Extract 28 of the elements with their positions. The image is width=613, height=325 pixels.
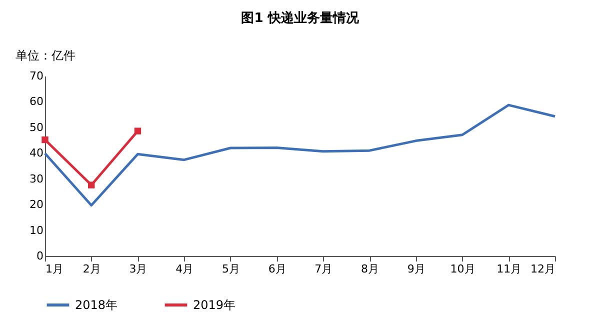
y-tick-label: 70 [30,70,44,82]
x-tick-label: 11月 [496,262,522,276]
x-tick-label: 7月 [314,262,333,276]
point [42,136,48,144]
y-tick-label: 30 [30,172,44,186]
y-axis-title: 单位：亿件 [16,48,76,62]
point [88,182,95,188]
y-tick-label: 50 [30,120,44,134]
x-tick-label: 8月 [361,262,380,276]
legend-label: 2018年 [75,298,118,312]
y-tick-label: 60 [30,95,44,108]
point [134,128,142,134]
line-series [44,104,556,207]
x-tick-label: 6月 [268,262,286,276]
legend-label: 2019年 [193,298,236,312]
chart-title: 图1 快递业务量情况 [241,10,360,26]
x-tick-label: 1月 [46,262,64,276]
x-tick-label: 2月 [82,262,101,276]
y-tick-label: 10 [30,224,44,237]
x-tick-label: 5月 [222,262,240,276]
y-tick-label: 0 [36,250,44,262]
x-tick-label: 10月 [450,262,476,276]
x-tick-label: 12月 [530,262,556,276]
y-tick-label: 20 [30,198,44,212]
y-tick-label: 40 [30,146,44,160]
x-tick-label: 4月 [176,262,194,276]
x-tick-label: 3月 [129,262,148,276]
x-tick-label: 9月 [407,262,426,276]
